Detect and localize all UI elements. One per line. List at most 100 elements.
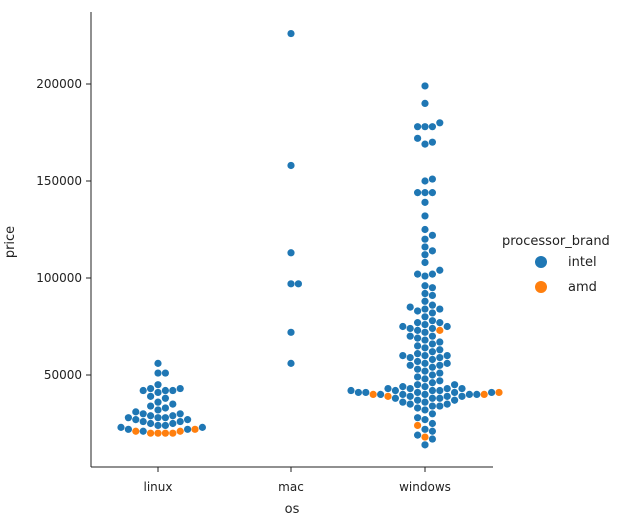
data-point-linux-amd	[132, 427, 140, 435]
data-point-windows-intel	[428, 348, 436, 356]
data-point-windows-intel	[443, 384, 451, 393]
data-point-linux-intel	[176, 384, 184, 393]
data-point-windows-intel	[436, 305, 444, 313]
data-point-windows-intel	[421, 390, 429, 398]
data-point-windows-intel	[428, 189, 436, 197]
data-point-windows-intel	[414, 381, 422, 389]
data-point-linux-intel	[117, 423, 125, 431]
data-point-windows-intel	[443, 400, 451, 408]
data-point-windows-intel	[465, 390, 473, 398]
data-point-windows-intel	[414, 307, 422, 315]
data-point-windows-intel	[414, 319, 422, 327]
data-point-mac-intel	[287, 280, 295, 288]
data-point-windows-intel	[421, 313, 429, 321]
data-point-linux-intel	[147, 419, 155, 428]
data-point-linux-amd	[169, 429, 177, 437]
data-point-windows-intel	[421, 212, 429, 220]
data-point-windows-intel	[428, 410, 436, 418]
data-point-linux-intel	[161, 421, 169, 430]
data-point-mac-intel	[287, 249, 295, 257]
data-point-linux-intel	[154, 388, 162, 397]
data-point-windows-intel	[436, 386, 444, 395]
data-point-windows-intel	[436, 319, 444, 327]
data-point-linux-intel	[198, 423, 206, 431]
data-point-windows-intel	[436, 394, 444, 402]
y-tick-label: 150000	[36, 174, 82, 188]
data-point-mac-intel	[294, 280, 302, 288]
data-point-linux-intel	[161, 386, 169, 395]
data-point-windows-intel	[421, 320, 429, 329]
data-point-linux-intel	[169, 400, 177, 408]
data-point-windows-intel	[414, 334, 422, 342]
data-point-windows-intel	[428, 394, 436, 402]
data-point-linux-intel	[154, 369, 162, 377]
data-point-windows-intel	[421, 305, 429, 313]
data-point-linux-amd	[176, 427, 184, 435]
data-point-linux-intel	[154, 359, 162, 367]
data-point-windows-intel	[473, 390, 481, 398]
data-point-mac-intel	[287, 29, 295, 38]
data-point-windows-intel	[428, 371, 436, 379]
x-tick-label-windows: windows	[399, 480, 451, 494]
data-point-windows-intel	[414, 404, 422, 412]
data-point-windows-intel	[421, 441, 429, 449]
data-point-windows-intel	[414, 357, 422, 366]
data-point-windows-intel	[406, 332, 414, 340]
data-point-windows-intel	[406, 303, 414, 311]
data-point-linux-amd	[154, 429, 162, 437]
data-point-windows-intel	[347, 386, 355, 395]
data-point-windows-intel	[421, 251, 429, 259]
data-point-windows-intel	[414, 134, 422, 142]
data-point-linux-intel	[139, 386, 147, 395]
legend-label-intel: intel	[568, 255, 597, 270]
data-point-windows-intel	[354, 388, 362, 397]
data-point-windows-intel	[414, 388, 422, 397]
data-point-windows-intel	[436, 338, 444, 346]
data-point-windows-intel	[443, 322, 451, 331]
data-point-windows-intel	[428, 284, 436, 292]
data-point-windows-amd	[384, 392, 392, 400]
data-point-linux-intel	[139, 427, 147, 435]
legend-entries: intel amd	[535, 255, 597, 295]
data-point-windows-intel	[436, 353, 444, 362]
data-point-windows-intel	[421, 272, 429, 280]
data-point-windows-intel	[406, 353, 414, 362]
data-point-windows-intel	[428, 363, 436, 371]
data-point-windows-intel	[428, 402, 436, 410]
data-point-windows-intel	[421, 297, 429, 305]
data-point-windows-intel	[362, 388, 370, 397]
data-point-windows-intel	[399, 390, 407, 398]
data-point-windows-intel	[414, 270, 422, 278]
data-point-windows-intel	[428, 247, 436, 255]
data-point-windows-intel	[428, 379, 436, 387]
data-point-windows-intel	[421, 352, 429, 360]
data-point-linux-intel	[124, 414, 132, 422]
data-point-linux-intel	[132, 416, 140, 424]
x-tick-label-mac: mac	[278, 480, 304, 494]
data-point-windows-intel	[428, 175, 436, 183]
data-point-linux-intel	[147, 392, 155, 400]
data-point-windows-intel	[436, 119, 444, 127]
data-point-windows-intel	[421, 398, 429, 406]
data-point-windows-intel	[451, 396, 459, 404]
data-point-windows-intel	[443, 352, 451, 360]
data-point-linux-intel	[124, 425, 132, 433]
data-point-windows-intel	[421, 282, 429, 290]
data-point-windows-amd	[480, 390, 488, 398]
data-point-windows-intel	[384, 384, 392, 393]
data-point-windows-intel	[377, 390, 385, 398]
x-axis-label: os	[285, 502, 300, 517]
data-point-linux-intel	[139, 417, 147, 426]
data-point-windows-intel	[428, 291, 436, 300]
x-axis-ticks: linux mac windows	[144, 467, 451, 494]
data-point-windows-intel	[428, 427, 436, 435]
data-point-mac-intel	[287, 328, 295, 336]
legend: processor_brand intel amd	[502, 234, 610, 295]
data-point-windows-intel	[421, 243, 429, 251]
data-point-windows-intel	[436, 266, 444, 274]
data-point-windows-intel	[428, 419, 436, 428]
data-point-windows-intel	[391, 394, 399, 402]
y-axis-ticks: 50000 100000 150000 200000	[36, 77, 91, 382]
data-point-windows-intel	[414, 189, 422, 197]
